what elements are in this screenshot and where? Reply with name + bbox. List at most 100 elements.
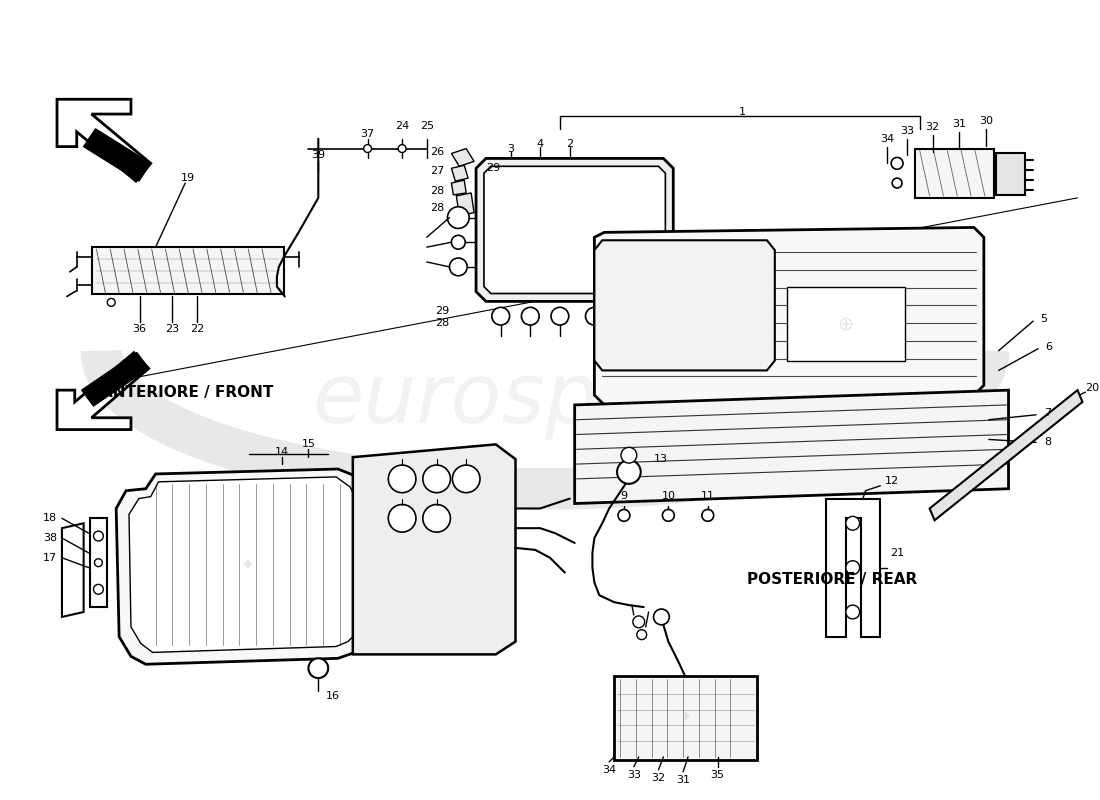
Polygon shape: [930, 390, 1082, 520]
Circle shape: [364, 145, 372, 153]
Polygon shape: [451, 149, 474, 166]
Text: 25: 25: [420, 121, 433, 131]
Text: 36: 36: [133, 324, 146, 334]
Polygon shape: [451, 180, 466, 195]
Circle shape: [891, 158, 903, 170]
Circle shape: [521, 307, 539, 325]
Polygon shape: [451, 166, 469, 181]
Circle shape: [422, 505, 450, 532]
Text: 29: 29: [436, 306, 450, 316]
Text: 6: 6: [1045, 342, 1052, 352]
Polygon shape: [117, 469, 373, 664]
Text: 27: 27: [430, 166, 444, 176]
Bar: [91, 247, 284, 294]
Text: POSTERIORE / REAR: POSTERIORE / REAR: [747, 572, 917, 587]
Circle shape: [618, 510, 630, 522]
Polygon shape: [81, 353, 148, 406]
Polygon shape: [594, 227, 983, 405]
Circle shape: [846, 516, 859, 530]
Circle shape: [662, 510, 674, 522]
Text: 12: 12: [886, 476, 900, 486]
Circle shape: [388, 465, 416, 493]
Text: 37: 37: [361, 129, 375, 138]
Text: 8: 8: [1044, 438, 1052, 447]
Circle shape: [637, 630, 647, 640]
Circle shape: [551, 307, 569, 325]
Text: 34: 34: [880, 134, 894, 144]
Text: eurospares: eurospares: [312, 359, 778, 441]
Bar: [614, 676, 757, 760]
Text: 21: 21: [890, 548, 904, 558]
Text: 30: 30: [979, 116, 993, 126]
Circle shape: [632, 616, 645, 628]
Text: ✦: ✦: [680, 710, 691, 725]
Text: 20: 20: [1086, 383, 1100, 393]
Text: 38: 38: [43, 533, 57, 543]
Text: 2: 2: [566, 138, 573, 149]
Circle shape: [451, 235, 465, 249]
Circle shape: [308, 658, 328, 678]
Text: 31: 31: [953, 119, 966, 129]
Polygon shape: [476, 158, 673, 302]
Polygon shape: [594, 240, 774, 370]
Circle shape: [95, 558, 102, 566]
Circle shape: [450, 258, 468, 276]
Circle shape: [653, 609, 669, 625]
Circle shape: [617, 460, 640, 484]
Circle shape: [422, 465, 450, 493]
Text: 16: 16: [326, 691, 340, 701]
Circle shape: [702, 510, 714, 522]
Text: 10: 10: [661, 490, 675, 501]
Polygon shape: [574, 390, 1009, 503]
Polygon shape: [456, 193, 474, 216]
Polygon shape: [57, 99, 151, 181]
Circle shape: [620, 307, 638, 325]
Text: 31: 31: [676, 774, 690, 785]
Text: 24: 24: [395, 121, 409, 131]
Bar: [786, 286, 905, 361]
Text: ANTERIORE / FRONT: ANTERIORE / FRONT: [101, 385, 274, 400]
Text: 13: 13: [653, 454, 668, 464]
Circle shape: [94, 584, 103, 594]
Bar: [996, 154, 1025, 195]
Text: 28: 28: [430, 202, 444, 213]
Polygon shape: [129, 477, 361, 653]
Text: 28: 28: [430, 186, 444, 196]
Text: 26: 26: [430, 146, 444, 157]
Text: 14: 14: [275, 447, 289, 458]
Text: 3: 3: [507, 143, 514, 154]
Circle shape: [492, 307, 509, 325]
Polygon shape: [484, 166, 666, 294]
Circle shape: [94, 531, 103, 541]
Circle shape: [448, 206, 470, 229]
Text: 35: 35: [711, 770, 725, 780]
Text: 29: 29: [486, 163, 500, 174]
Text: 19: 19: [182, 173, 195, 183]
Circle shape: [892, 178, 902, 188]
Polygon shape: [84, 129, 151, 181]
Bar: [915, 149, 993, 198]
Polygon shape: [826, 498, 880, 637]
Circle shape: [452, 465, 480, 493]
Text: ⊕: ⊕: [837, 314, 854, 334]
Circle shape: [108, 298, 115, 306]
Circle shape: [846, 561, 859, 574]
Text: 18: 18: [43, 514, 57, 523]
Text: 39: 39: [311, 150, 326, 161]
Polygon shape: [353, 444, 516, 654]
Bar: [89, 518, 108, 607]
Polygon shape: [62, 523, 84, 617]
Polygon shape: [57, 353, 149, 430]
Text: 4: 4: [537, 138, 543, 149]
Text: 28: 28: [436, 318, 450, 328]
Circle shape: [388, 505, 416, 532]
Circle shape: [585, 307, 603, 325]
Text: 32: 32: [925, 122, 939, 132]
Text: 7: 7: [1044, 408, 1052, 418]
Text: 11: 11: [701, 490, 715, 501]
Text: 33: 33: [900, 126, 914, 136]
Text: 15: 15: [301, 439, 316, 450]
Text: 32: 32: [651, 773, 666, 782]
Text: 33: 33: [627, 770, 641, 780]
Text: 22: 22: [190, 324, 205, 334]
